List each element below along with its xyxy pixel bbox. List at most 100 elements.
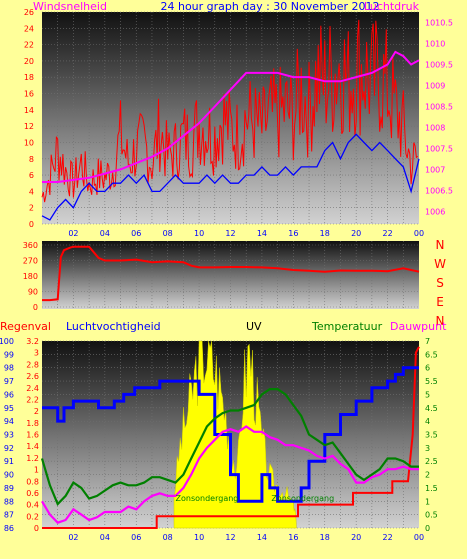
humidity-tick: 92 [4,444,14,453]
p1-x-tick: 02 [68,229,78,238]
pressure-axis: 1006 1006.5 1007 1007.5 1008 1008.5 1009 1009.5… [425,18,453,216]
humidity-tick: 91 [4,457,14,466]
p1-x-tick: 10 [194,229,204,238]
panel3-header-label: UV [246,320,262,333]
humidity-tick: 99 [4,350,14,359]
pressure-tick: 1007 [425,165,445,174]
p1-x-tick: 06 [131,229,141,238]
temperature-tick: 7 [425,337,430,346]
p3-x-tick: 18 [320,533,330,542]
humidity-tick: 95 [4,404,14,413]
temperature-tick: 4 [425,417,430,426]
p3-x-tick: 02 [68,533,78,542]
p1-x-tick: 20 [351,229,361,238]
rain-tick: 0.4 [26,501,39,510]
compass-label: S [436,276,444,290]
graph-title: 24 hour graph day : 30 November 2012 [160,0,379,13]
wind-tick: 26 [24,8,34,17]
wind-tick: 6 [29,171,34,180]
p3-x-tick: 20 [351,533,361,542]
rain-tick: 2.4 [26,384,39,393]
panel3-header-label: Temperatuur [311,320,383,333]
panel3-header-label: Luchtvochtigheid [66,320,161,333]
wind-tick: 8 [29,155,34,164]
rainfall-line [42,346,420,529]
rain-tick: 2.6 [26,372,39,381]
humidity-tick: 94 [4,417,14,426]
humidity-tick: 98 [4,364,14,373]
wind-tick: 20 [24,57,34,66]
rain-tick: 2.2 [26,395,39,404]
p1-x-tick: 22 [382,229,392,238]
pressure-line [42,50,420,183]
direction-tick: 90 [28,288,38,297]
pressure-tick: 1010.5 [425,18,453,27]
p1-x-tick: 18 [320,229,330,238]
wind-pressure-series [41,19,420,221]
humidity-line [42,366,419,503]
wind-tick: 16 [24,90,34,99]
direction-tick: 180 [23,272,38,281]
pressure-tick: 1006.5 [425,186,453,195]
wind-tick: 4 [29,187,34,196]
panel3-header-label: Regenval [0,320,51,333]
wind-tick: 24 [24,24,34,33]
humidity-tick: 96 [4,390,14,399]
rain-tick: 0.2 [26,512,39,521]
p1-x-tick: 14 [257,229,267,238]
wind-tick: 10 [24,138,34,147]
temperature-line [40,388,419,506]
panel3-series [40,340,420,529]
humidity-tick: 86 [4,524,14,533]
wind-tick: 2 [29,204,34,213]
temperature-tick: 5 [425,390,430,399]
p3-x-tick: 22 [382,533,392,542]
p3-x-tick: 00 [414,533,424,542]
temperature-tick: 0 [425,524,430,533]
humidity-tick: 87 [4,511,14,520]
pressure-tick: 1008 [425,123,445,132]
direction-tick: 0 [33,303,38,312]
rain-tick: 1.2 [26,454,39,463]
panel3-x-axis: 02 04 06 08 10 12 14 16 18 20 22 00 [68,533,424,542]
rain-tick: 2.8 [26,360,39,369]
wind-average-line [41,133,420,221]
header-wind-label: Windsnelheid [33,0,107,13]
rain-tick: 0.8 [26,477,39,486]
direction-panel-grid [42,241,419,309]
pressure-tick: 1009 [425,81,445,90]
rain-tick: 1.8 [26,419,39,428]
temperature-tick: 3 [425,444,430,453]
compass-label: N [436,238,445,252]
compass-label: N [436,314,445,328]
rain-tick: 1.4 [26,442,39,451]
p1-x-tick: 04 [100,229,110,238]
p3-x-tick: 14 [257,533,267,542]
humidity-tick: 90 [4,471,14,480]
humidity-tick: 88 [4,497,14,506]
rain-tick: 1.6 [26,431,39,440]
p3-x-tick: 10 [194,533,204,542]
wind-tick: 12 [24,122,34,131]
pressure-tick: 1008.5 [425,102,453,111]
rain-tick: 1 [34,466,39,475]
panel3-header: Regenval Luchtvochtigheid UV Temperatuur Dau… [0,320,447,333]
sunset-label-1: Zonsondergang [176,494,239,503]
p3-x-tick: 04 [100,533,110,542]
rain-tick: 2 [34,407,39,416]
rain-tick: 3.2 [26,337,39,346]
direction-axis: 0 90 180 270 360 [23,241,38,312]
header-pressure-label: Luchtdruk [364,0,420,13]
panel3-header-label: Dauwpunt [390,320,447,333]
p1-x-tick: 00 [414,229,424,238]
temperature-tick: 4.5 [425,404,438,413]
temperature-tick: 1 [425,497,430,506]
wind-speed-line [41,19,419,203]
temperature-tick: 2 [425,471,430,480]
panel3-axes: 86 87 88 89 90 91 92 93 94 95 96 97 98 99 100 0 0.2 0.4 0.… [0,337,438,533]
humidity-tick: 93 [4,431,14,440]
pressure-tick: 1007.5 [425,144,453,153]
